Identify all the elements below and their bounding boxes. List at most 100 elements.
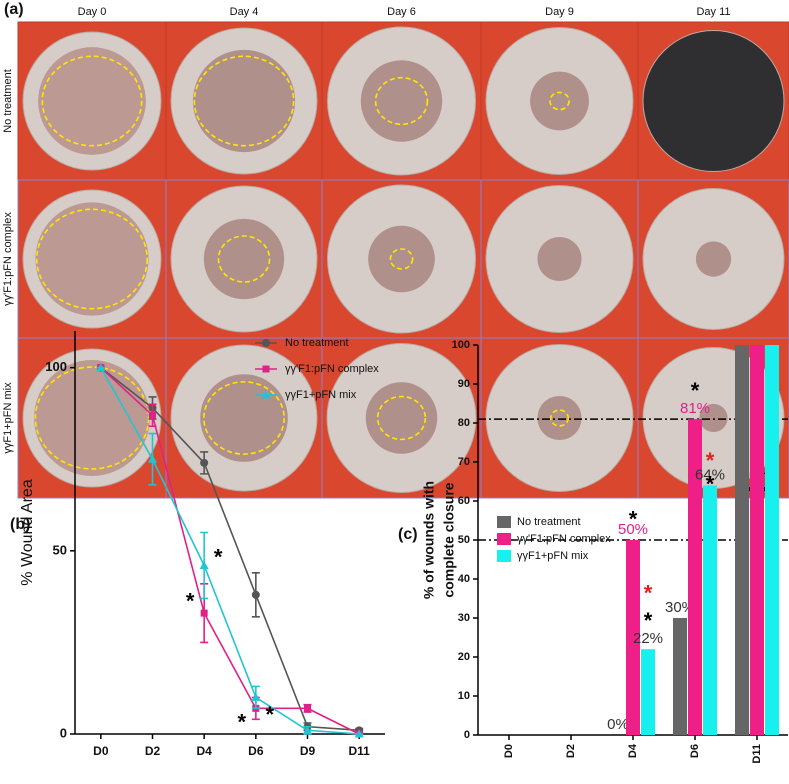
- legend-label: γγ'F1:pFN complex: [517, 533, 611, 545]
- wound-tissue: [365, 382, 438, 454]
- annotation: *: [629, 507, 638, 532]
- annotation: *: [706, 471, 715, 496]
- series-line: [100, 367, 360, 735]
- column-label: Day 11: [696, 6, 730, 18]
- bar: [673, 618, 687, 735]
- bar: [703, 485, 717, 735]
- x-tick-label: D6: [248, 744, 264, 758]
- annotation: *: [644, 581, 653, 606]
- data-point: [303, 725, 312, 734]
- value-label: 64%: [695, 466, 725, 483]
- column-label: Day 4: [230, 6, 259, 18]
- wound-outline: [193, 55, 295, 147]
- wound-dish: [642, 30, 785, 172]
- wound-outline: [549, 91, 570, 111]
- y-tick-label: 70: [458, 456, 470, 468]
- y-tick-label: 100: [452, 339, 470, 351]
- y-tick-label: 10: [458, 690, 470, 702]
- y-tick-label: 60: [458, 495, 470, 507]
- series-line: [100, 367, 360, 732]
- wound-outline: [217, 235, 271, 283]
- data-point: [262, 365, 270, 373]
- annotation: *: [238, 709, 247, 734]
- data-point: [149, 411, 156, 419]
- data-point: [304, 704, 311, 712]
- wound-tissue: [537, 236, 582, 282]
- value-label: 50%: [618, 521, 648, 538]
- bar: [688, 419, 702, 735]
- x-tick-label: D2: [145, 744, 161, 758]
- data-point: [251, 590, 260, 599]
- wound-outline: [376, 395, 427, 441]
- legend-swatch: [497, 533, 511, 545]
- y-tick-label: 30: [458, 612, 470, 624]
- series-line: [100, 367, 360, 735]
- x-tick-label: D11: [348, 744, 370, 758]
- y-tick-label: 50: [53, 542, 67, 557]
- wound-tissue: [203, 218, 285, 300]
- data-point: [251, 692, 261, 701]
- y-tick-label: 80: [458, 417, 470, 429]
- x-tick-label: D0: [503, 744, 515, 758]
- wound-outline: [35, 208, 149, 310]
- column-label: Day 6: [387, 6, 416, 18]
- data-point: [199, 560, 209, 569]
- y-tick-label: 50: [458, 534, 470, 546]
- x-tick-label: D4: [196, 744, 212, 758]
- y-tick-label: 0: [60, 725, 67, 740]
- bar: [626, 540, 640, 735]
- legend-label: γγF1+pFN mix: [517, 550, 589, 562]
- data-point: [200, 458, 209, 467]
- annotation: *: [266, 702, 275, 727]
- wound-tissue: [192, 49, 296, 153]
- x-tick-label: D6: [689, 744, 701, 758]
- y-axis-label: complete closure: [441, 482, 457, 597]
- data-point: [354, 729, 364, 738]
- bar: [765, 345, 779, 735]
- legend-label: No treatment: [517, 516, 581, 528]
- annotation: *: [706, 448, 715, 473]
- panel-label: (a): [4, 1, 24, 18]
- row-label: γγ'F1:pFN complex: [2, 212, 14, 306]
- value-label: 30%: [665, 599, 695, 616]
- y-tick-label: 40: [458, 573, 470, 585]
- legend-label: γγF1+pFN mix: [285, 389, 357, 401]
- row-label: γγF1+pFN mix: [2, 382, 14, 454]
- wound-tissue: [368, 225, 435, 293]
- y-tick-label: 20: [458, 651, 470, 663]
- data-point: [96, 363, 106, 372]
- wound-tissue: [537, 395, 582, 441]
- y-axis-label: % of wounds with: [421, 481, 437, 599]
- wound-outline: [549, 409, 570, 427]
- bar: [750, 345, 764, 735]
- y-tick-label: 100: [45, 359, 67, 374]
- x-tick-label: D2: [565, 744, 577, 758]
- legend-swatch: [497, 550, 511, 562]
- data-point: [261, 390, 271, 399]
- wound-tissue: [695, 241, 732, 277]
- wound-tissue: [530, 71, 589, 131]
- y-axis-label: % Wound Area: [19, 479, 36, 586]
- data-point: [148, 454, 157, 463]
- wound-outline: [34, 366, 150, 470]
- y-tick-label: 0: [464, 729, 470, 741]
- bar: [735, 345, 749, 735]
- wound-tissue: [38, 47, 146, 155]
- wound-tissue: [34, 360, 150, 476]
- value-label: 22%: [633, 630, 663, 647]
- annotation: *: [186, 589, 195, 614]
- legend-swatch: [497, 516, 511, 528]
- annotation: *: [691, 378, 700, 403]
- wound-tissue: [35, 202, 149, 316]
- wound-tissue: [360, 60, 443, 142]
- wound-outline: [374, 76, 429, 126]
- value-label: 0%: [607, 716, 629, 733]
- x-tick-label: D4: [627, 743, 639, 758]
- annotation: *: [214, 545, 223, 570]
- x-tick-label: D9: [300, 744, 316, 758]
- x-tick-label: D0: [93, 744, 109, 758]
- data-point: [200, 609, 208, 617]
- wound-tissue: [200, 374, 288, 462]
- y-tick-label: 90: [458, 378, 470, 390]
